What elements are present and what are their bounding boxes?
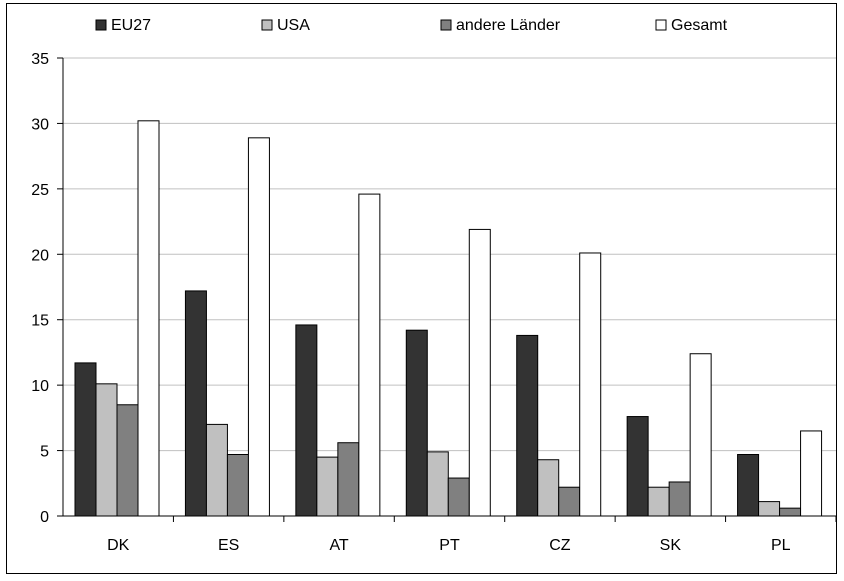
bar-es-eu27	[185, 291, 206, 516]
x-tick-label: PL	[771, 537, 791, 554]
y-tick-label: 0	[40, 509, 49, 526]
bar-dk-usa	[96, 384, 117, 516]
bar-pl-usa	[759, 502, 780, 516]
bar-pl-andere-länder	[780, 508, 801, 516]
y-tick-label: 30	[31, 116, 49, 133]
bar-pl-gesamt	[801, 431, 822, 516]
x-tick-label: AT	[329, 537, 348, 554]
y-tick-label: 25	[31, 182, 49, 199]
x-tick-label: PT	[439, 537, 460, 554]
legend-swatch-usa	[262, 20, 272, 30]
bar-at-eu27	[296, 325, 317, 516]
bar-cz-andere-länder	[559, 487, 580, 516]
bar-pt-usa	[427, 452, 448, 516]
y-tick-label: 5	[40, 444, 49, 461]
legend-label-usa: USA	[277, 17, 310, 34]
bar-es-gesamt	[248, 138, 269, 516]
bar-es-usa	[206, 424, 227, 516]
bar-cz-gesamt	[580, 253, 601, 516]
bars	[75, 121, 822, 516]
legend-swatch-gesamt	[656, 20, 666, 30]
bar-sk-eu27	[627, 417, 648, 516]
x-tick-label: DK	[107, 537, 130, 554]
legend: EU27 USA andere Länder Gesamt	[96, 17, 728, 34]
legend-label-eu27: EU27	[111, 17, 151, 34]
bar-dk-andere-länder	[117, 405, 138, 516]
legend-swatch-andere-länder	[441, 20, 451, 30]
legend-label-andere-länder: andere Länder	[456, 17, 561, 34]
bar-pt-gesamt	[469, 229, 490, 516]
bar-pl-eu27	[738, 454, 759, 516]
bar-es-andere-länder	[227, 454, 248, 516]
bar-sk-gesamt	[690, 354, 711, 516]
x-tick-label: SK	[660, 537, 682, 554]
gridlines	[63, 58, 836, 451]
bar-at-gesamt	[359, 194, 380, 516]
legend-swatch-eu27	[96, 20, 106, 30]
bar-sk-usa	[648, 487, 669, 516]
y-tick-label: 15	[31, 313, 49, 330]
bar-dk-gesamt	[138, 121, 159, 516]
bar-pt-eu27	[406, 330, 427, 516]
legend-label-gesamt: Gesamt	[671, 17, 728, 34]
bar-cz-usa	[538, 460, 559, 516]
bar-at-andere-länder	[338, 443, 359, 516]
x-tick-label: ES	[218, 537, 239, 554]
bar-pt-andere-länder	[448, 478, 469, 516]
x-tick-label: CZ	[549, 537, 571, 554]
bar-cz-eu27	[517, 335, 538, 516]
bar-dk-eu27	[75, 363, 96, 516]
y-tick-label: 10	[31, 378, 49, 395]
y-tick-label: 20	[31, 247, 49, 264]
bar-at-usa	[317, 457, 338, 516]
y-tick-label: 35	[31, 51, 49, 68]
bar-sk-andere-länder	[669, 482, 690, 516]
